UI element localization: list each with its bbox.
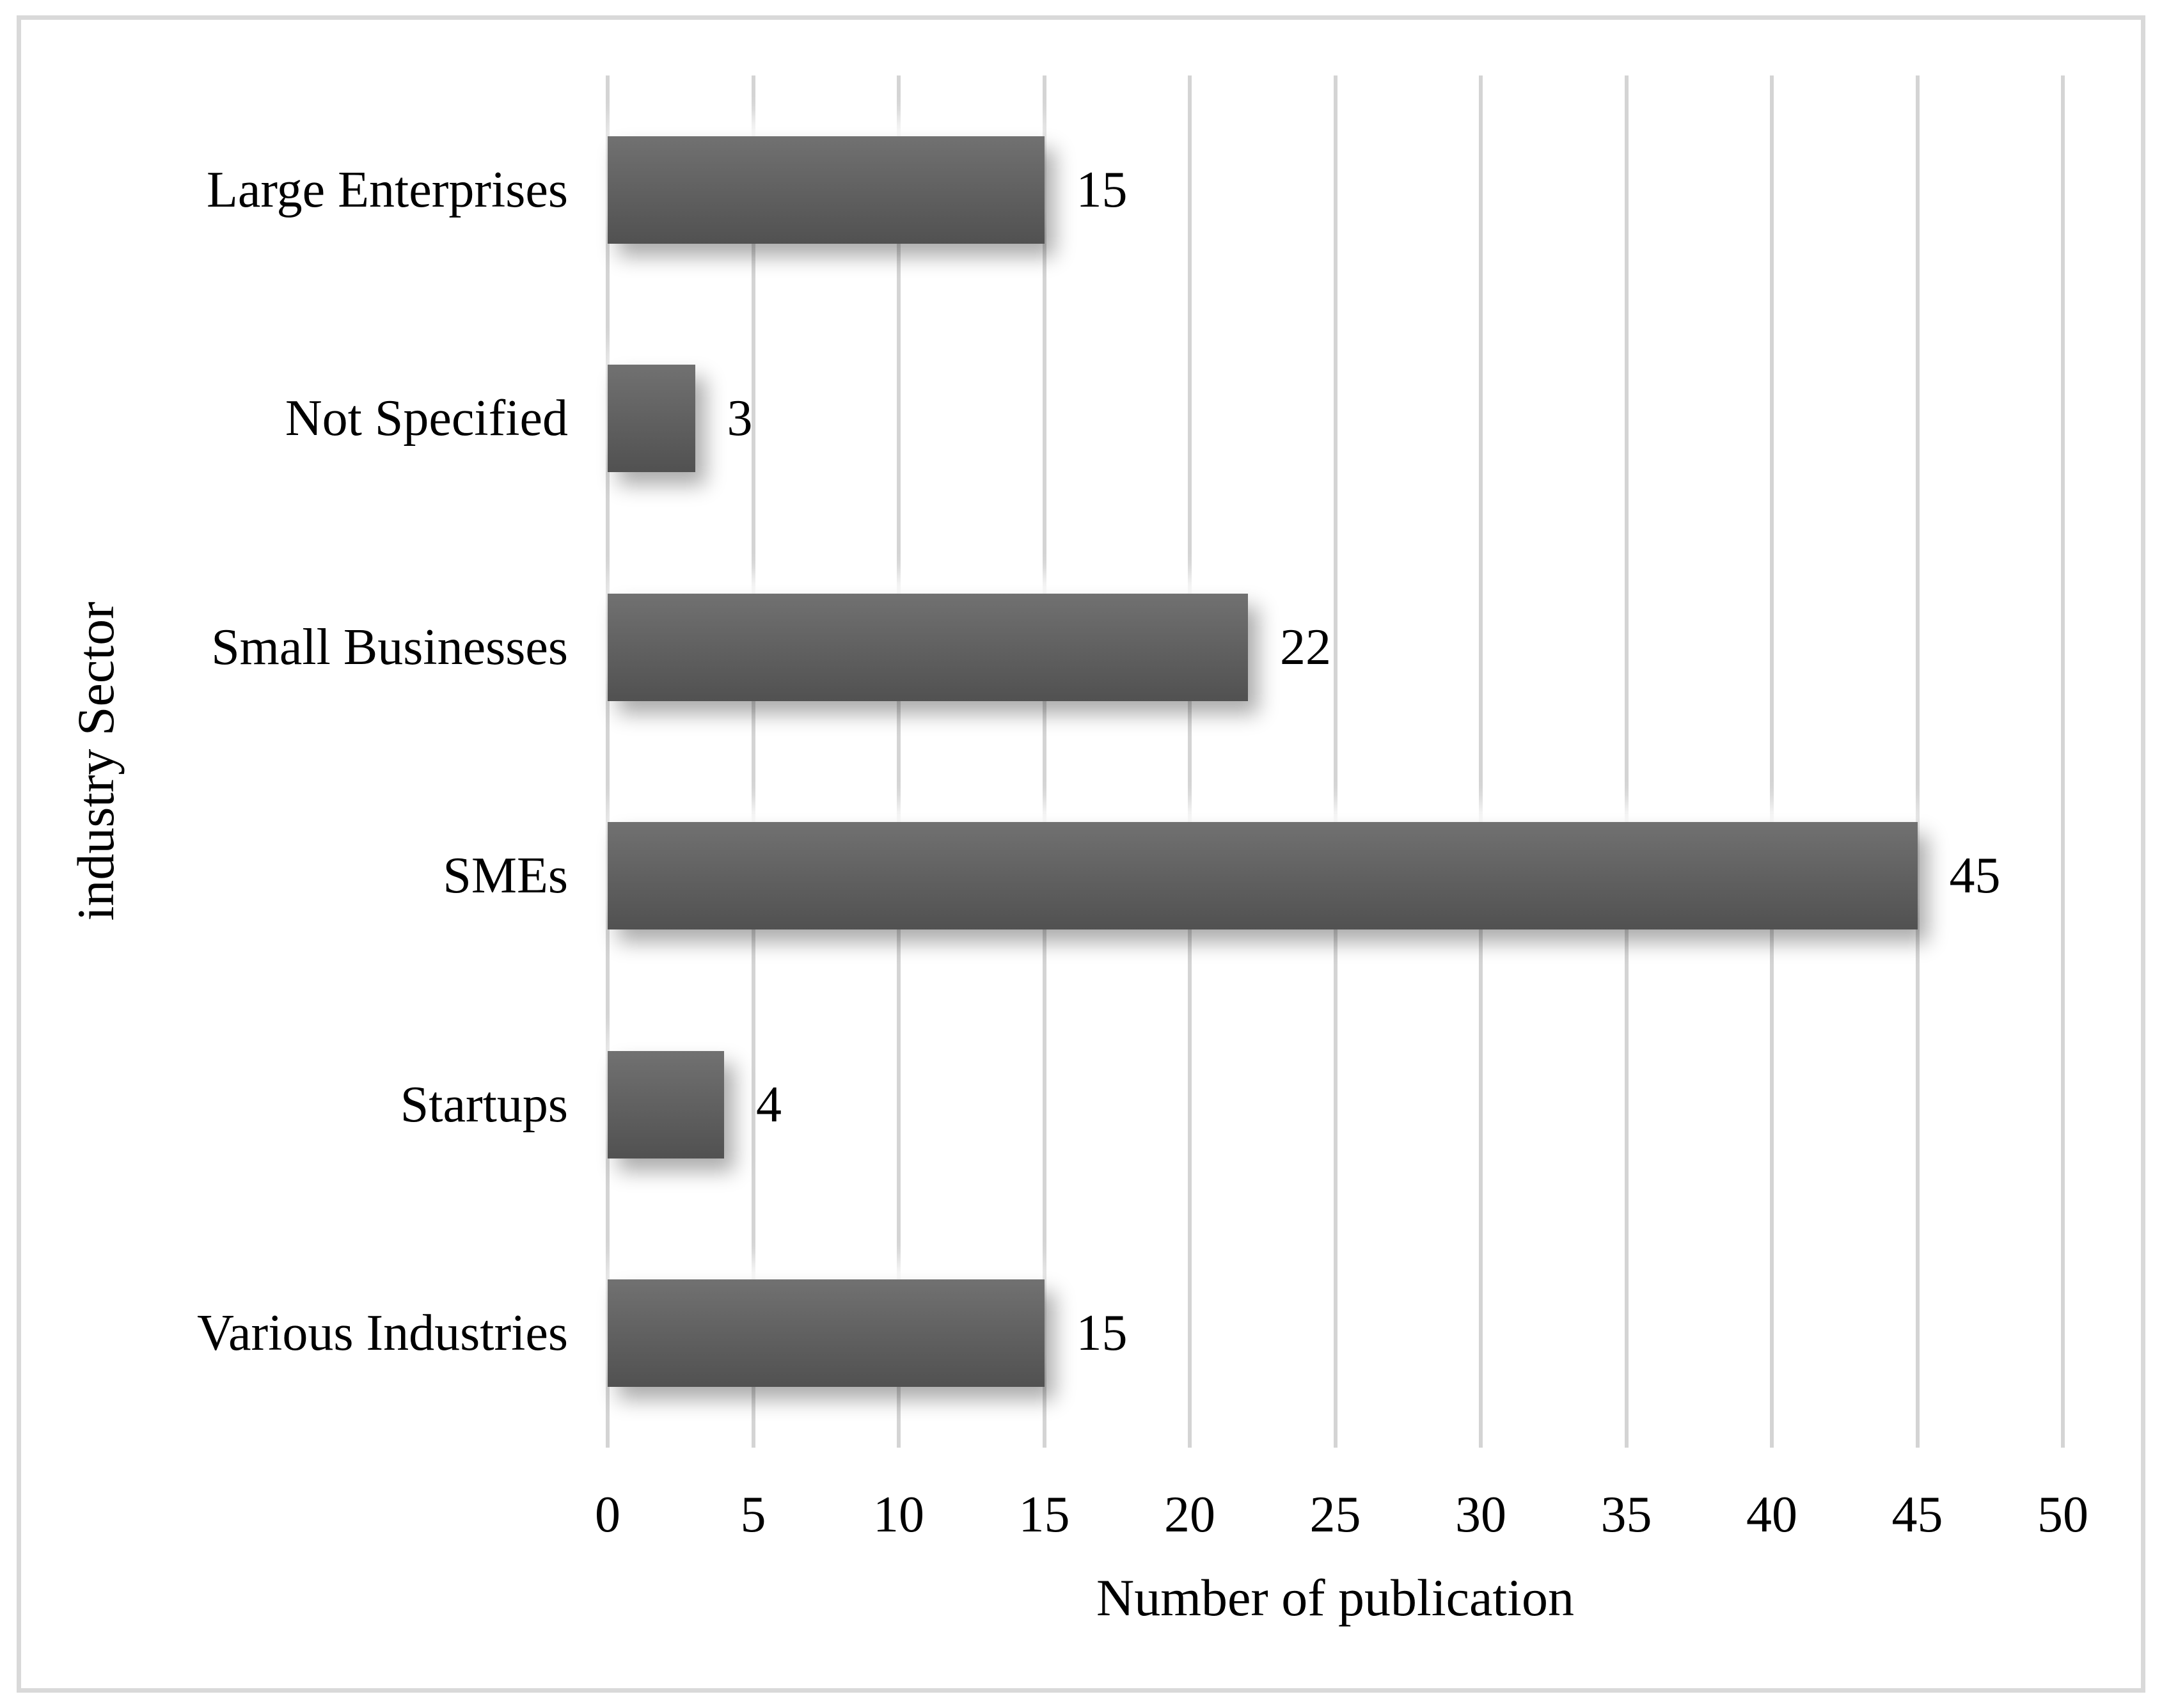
category-label: Small Businesses: [211, 619, 568, 676]
gridline-x-40: [1770, 75, 1774, 1448]
bar-small-businesses: [608, 593, 1248, 701]
bar-smes: [608, 822, 1918, 930]
gridline-x-10: [897, 75, 901, 1448]
category-label: Not Specified: [285, 390, 568, 447]
x-tick-label: 35: [1600, 1487, 1652, 1543]
x-tick-label: 0: [595, 1487, 620, 1543]
value-label: 15: [1076, 161, 1128, 218]
gridline-x-5: [751, 75, 755, 1448]
x-tick-label: 40: [1746, 1487, 1797, 1543]
gridline-x-35: [1624, 75, 1629, 1448]
bar-not-specified: [608, 365, 695, 473]
x-tick-label: 50: [2037, 1487, 2088, 1543]
gridline-x-20: [1188, 75, 1192, 1448]
y-axis-title: industry Sector: [67, 601, 125, 921]
gridline-x-15: [1042, 75, 1046, 1448]
category-label: Startups: [400, 1076, 568, 1133]
value-label: 4: [756, 1076, 782, 1133]
gridline-x-25: [1333, 75, 1337, 1448]
value-label: 22: [1280, 619, 1331, 676]
x-tick-label: 5: [740, 1487, 766, 1543]
bar-startups: [608, 1050, 724, 1158]
x-tick-label: 15: [1018, 1487, 1070, 1543]
bar-various-industries: [608, 1279, 1045, 1388]
x-axis-title: Number of publication: [1096, 1569, 1574, 1627]
x-tick-label: 25: [1309, 1487, 1361, 1543]
x-tick-label: 10: [873, 1487, 924, 1543]
value-label: 45: [1949, 848, 2001, 905]
category-label: Various Industries: [197, 1305, 568, 1362]
value-label: 3: [727, 390, 753, 447]
bar-large-enterprises: [608, 136, 1045, 244]
gridline-x-30: [1479, 75, 1483, 1448]
x-tick-label: 45: [1891, 1487, 1943, 1543]
gridline-x-50: [2061, 75, 2065, 1448]
gridline-x-45: [1915, 75, 1920, 1448]
x-tick-label: 30: [1455, 1487, 1506, 1543]
gridline-x-0: [606, 75, 610, 1448]
category-label: SMEs: [443, 848, 568, 905]
x-tick-label: 20: [1164, 1487, 1215, 1543]
category-label: Large Enterprises: [207, 161, 568, 218]
value-label: 15: [1076, 1305, 1128, 1362]
